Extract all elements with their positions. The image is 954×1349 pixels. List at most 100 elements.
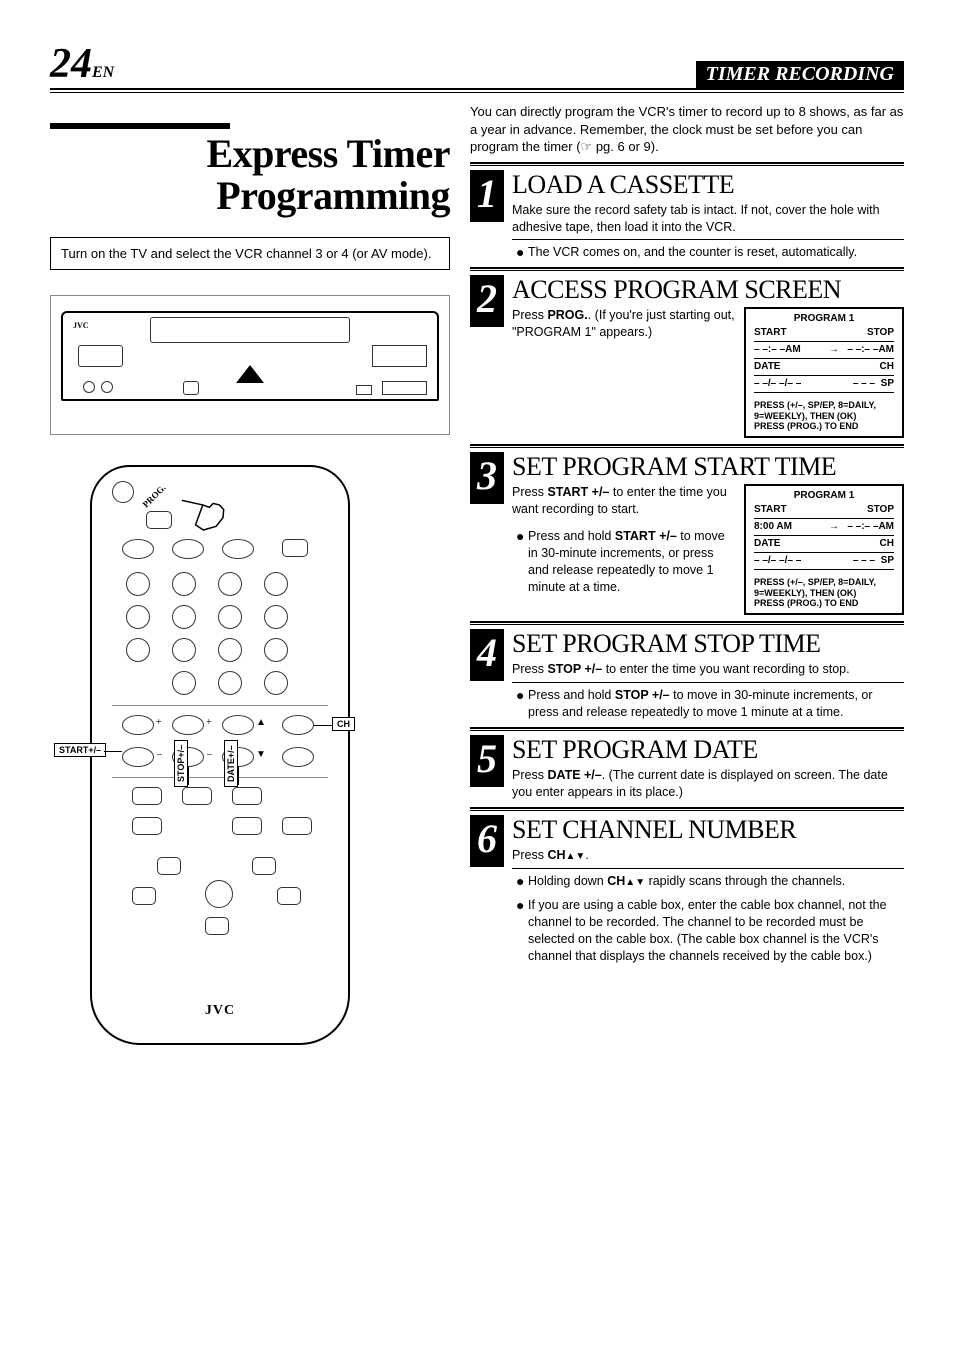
vcr-buttons (382, 381, 427, 395)
bullet-icon: ● (512, 687, 528, 721)
step-2: 2 ACCESS PROGRAM SCREEN Press PROG.. (If… (470, 270, 904, 438)
step-num: 3 (470, 452, 504, 504)
remote-btn (252, 857, 276, 875)
plus-icon: + (156, 717, 162, 728)
intro-text: You can directly program the VCR's timer… (470, 103, 904, 156)
step-text: Make sure the record safety tab is intac… (512, 202, 904, 236)
ch-callout: CH (332, 717, 355, 731)
remote-date-btn (222, 715, 254, 735)
remote-num (218, 638, 242, 662)
remote-btn (122, 539, 154, 559)
bullet-icon: ● (512, 528, 528, 596)
page-lang: EN (92, 64, 114, 81)
remote-stop (132, 817, 162, 835)
bullet-text: The VCR comes on, and the counter is res… (528, 244, 857, 261)
finger-icon (174, 481, 240, 547)
remote-play (182, 787, 212, 805)
step-text: Press STOP +/– to enter the time you wan… (512, 661, 904, 678)
remote-btn (277, 887, 301, 905)
step-rule (470, 727, 904, 729)
remote-rec (282, 817, 312, 835)
remote-ch-btn (282, 715, 314, 735)
step-num: 5 (470, 735, 504, 787)
screen-msg: PRESS (+/–, SP/EP, 8=DAILY, 9=WEEKLY), T… (746, 574, 902, 613)
vcr-dial-group (83, 381, 113, 393)
remote-btn (122, 747, 154, 767)
intro-2: pg. 6 or 9). (592, 139, 658, 154)
remote-num (126, 605, 150, 629)
remote-ok (205, 880, 233, 908)
page-num-val: 24 (50, 41, 92, 87)
left-column: Express Timer Programming Turn on the TV… (50, 103, 450, 1045)
step-3: 3 SET PROGRAM START TIME Press START +/–… (470, 447, 904, 615)
vcr-body: JVC (61, 311, 439, 401)
step-6: 6 SET CHANNEL NUMBER Press CH. ● Holding… (470, 810, 904, 965)
remote-num (172, 605, 196, 629)
remote-num (126, 638, 150, 662)
page-ref-icon (581, 139, 593, 154)
remote-btn (205, 917, 229, 935)
remote-pause (232, 817, 262, 835)
bullet: ● Holding down CH rapidly scans through … (512, 868, 904, 890)
remote-num (218, 671, 242, 695)
step-num: 1 (470, 170, 504, 222)
remote-btn (172, 539, 204, 559)
step-text: Press PROG.. (If you're just starting ou… (512, 307, 736, 341)
remote-num (218, 605, 242, 629)
vcr-panel (372, 345, 427, 367)
prog-label: PROG. (141, 482, 168, 509)
step-body: SET PROGRAM STOP TIME Press STOP +/– to … (504, 629, 904, 721)
step-text: Press CH. (512, 847, 904, 864)
remote-btn (222, 539, 254, 559)
remote-divider (112, 777, 328, 778)
vcr-slot (150, 317, 350, 343)
screen-grid: STARTSTOP 8:00 AM→ – –:– –AM DATECH – –/… (746, 504, 902, 574)
bullet: ● If you are using a cable box, enter th… (512, 893, 904, 965)
minus-icon: – (157, 749, 162, 760)
load-arrow-icon (236, 365, 264, 383)
step-title: ACCESS PROGRAM SCREEN (512, 275, 904, 305)
program-screen-2: PROGRAM 1 STARTSTOP 8:00 AM→ – –:– –AM D… (744, 484, 904, 615)
remote-num (172, 572, 196, 596)
step-1: 1 LOAD A CASSETTE Make sure the record s… (470, 165, 904, 262)
up-icon (566, 848, 576, 862)
step-num: 2 (470, 275, 504, 327)
step-row: Press PROG.. (If you're just starting ou… (512, 307, 904, 438)
step-text: Press START +/– to enter the time you wa… (512, 484, 736, 518)
screen-grid: STARTSTOP – –:– –AM→ – –:– –AM DATECH – … (746, 327, 902, 397)
remote-num (172, 671, 196, 695)
callout-line (188, 767, 189, 785)
remote-stop-btn (172, 715, 204, 735)
remote-btn (132, 887, 156, 905)
page-header: 24EN TIMER RECORDING (50, 40, 904, 90)
bullet-text: If you are using a cable box, enter the … (528, 897, 904, 965)
step-textcol: Press START +/– to enter the time you wa… (512, 484, 736, 595)
remote-num (264, 638, 288, 662)
remote-num (264, 671, 288, 695)
step-row: Press START +/– to enter the time you wa… (512, 484, 904, 615)
step-num: 6 (470, 815, 504, 867)
bullet: ● Press and hold START +/– to move in 30… (512, 524, 736, 596)
bullet-text: Press and hold STOP +/– to move in 30-mi… (528, 687, 904, 721)
rule-thin (50, 92, 904, 93)
step-5: 5 SET PROGRAM DATE Press DATE +/–. (The … (470, 730, 904, 801)
up-icon (625, 874, 635, 888)
remote-num (126, 572, 150, 596)
remote-start-btn (122, 715, 154, 735)
title-rule (50, 123, 230, 129)
step-body: LOAD A CASSETTE Make sure the record saf… (504, 170, 904, 262)
step-title: LOAD A CASSETTE (512, 170, 904, 200)
page-number: 24EN (50, 40, 114, 88)
plus-icon: ▲ (256, 717, 266, 728)
minus-icon: ▼ (256, 749, 266, 760)
remote-divider (112, 705, 328, 706)
info-box: Turn on the TV and select the VCR channe… (50, 237, 450, 270)
step-body: SET CHANNEL NUMBER Press CH. ● Holding d… (504, 815, 904, 965)
down-icon (635, 874, 645, 888)
bullet-text: Press and hold START +/– to move in 30-m… (528, 528, 736, 596)
date-callout: DATE+/– (224, 740, 238, 787)
step-rule (470, 621, 904, 623)
step-rule (470, 267, 904, 269)
program-screen-1: PROGRAM 1 STARTSTOP – –:– –AM→ – –:– –AM… (744, 307, 904, 438)
bullet-icon: ● (512, 244, 528, 261)
